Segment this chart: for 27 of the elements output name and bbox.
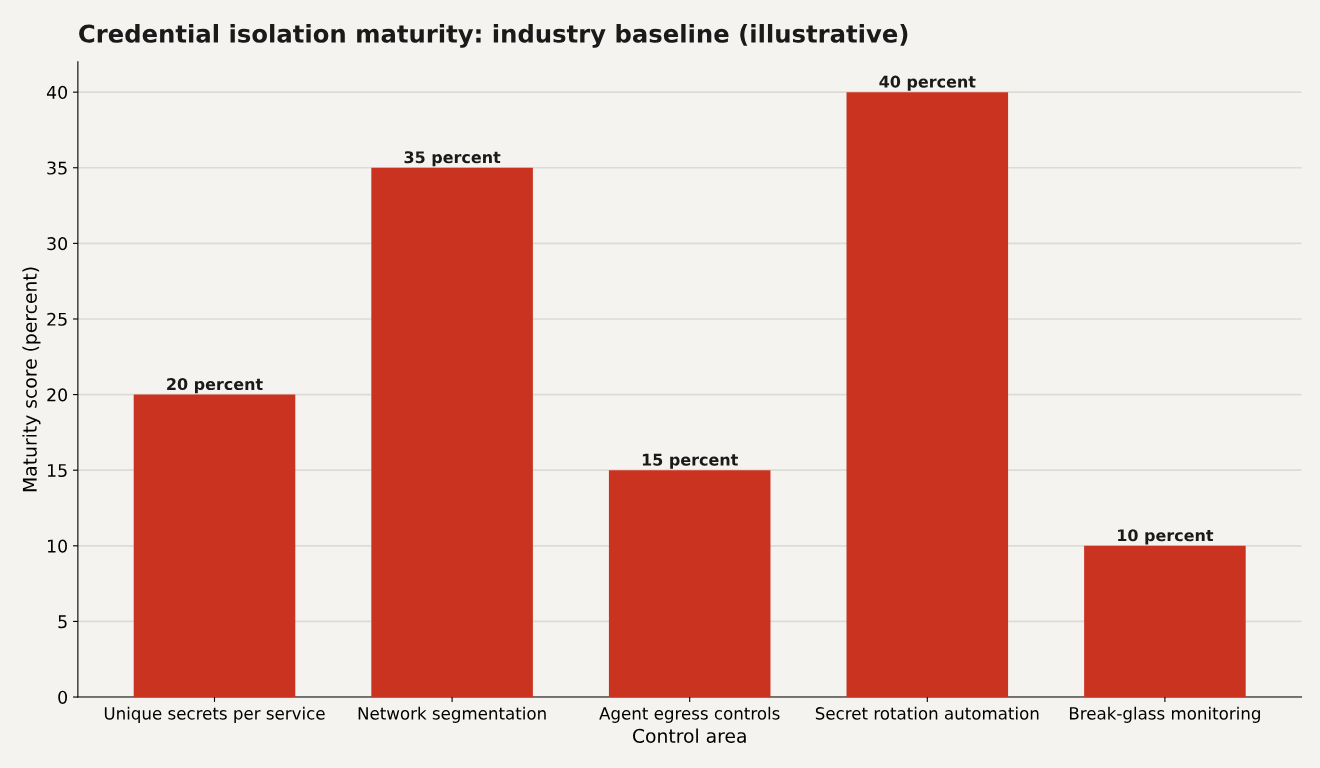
- bar: [846, 92, 1009, 698]
- data-label: 20 percent: [167, 378, 263, 394]
- y-tick-label: 30: [47, 237, 67, 251]
- x-tick-label: Break-glass monitoring: [1069, 706, 1260, 723]
- x-tick-label: Network segmentation: [358, 706, 546, 723]
- data-label: 10 percent: [1118, 529, 1214, 545]
- y-tick-label: 25: [47, 312, 67, 326]
- data-label: 35 percent: [404, 151, 501, 167]
- bar: [608, 470, 771, 698]
- chart-title: Credential isolation maturity: industry baseline (illustrative): [79, 23, 908, 48]
- x-tick-label: Agent egress controls: [599, 706, 780, 723]
- data-label: 15 percent: [642, 453, 738, 469]
- y-tick-label: 15: [47, 464, 67, 478]
- y-tick-label: 0: [58, 690, 67, 704]
- x-tick-label: Unique secrets per service: [104, 706, 325, 723]
- x-axis-title: Control area: [632, 728, 746, 743]
- y-tick-label: 10: [47, 539, 67, 553]
- data-label: 40 percent: [879, 75, 976, 91]
- y-tick-label: 5: [58, 615, 67, 629]
- bar: [133, 394, 296, 698]
- y-tick-label: 35: [47, 161, 67, 175]
- bar: [371, 167, 533, 698]
- y-tick-label: 20: [47, 388, 67, 402]
- x-tick-label: Secret rotation automation: [815, 706, 1039, 720]
- y-axis-title: Maturity score (percent): [22, 267, 41, 492]
- y-tick-label: 40: [46, 85, 67, 99]
- bar: [1084, 545, 1246, 698]
